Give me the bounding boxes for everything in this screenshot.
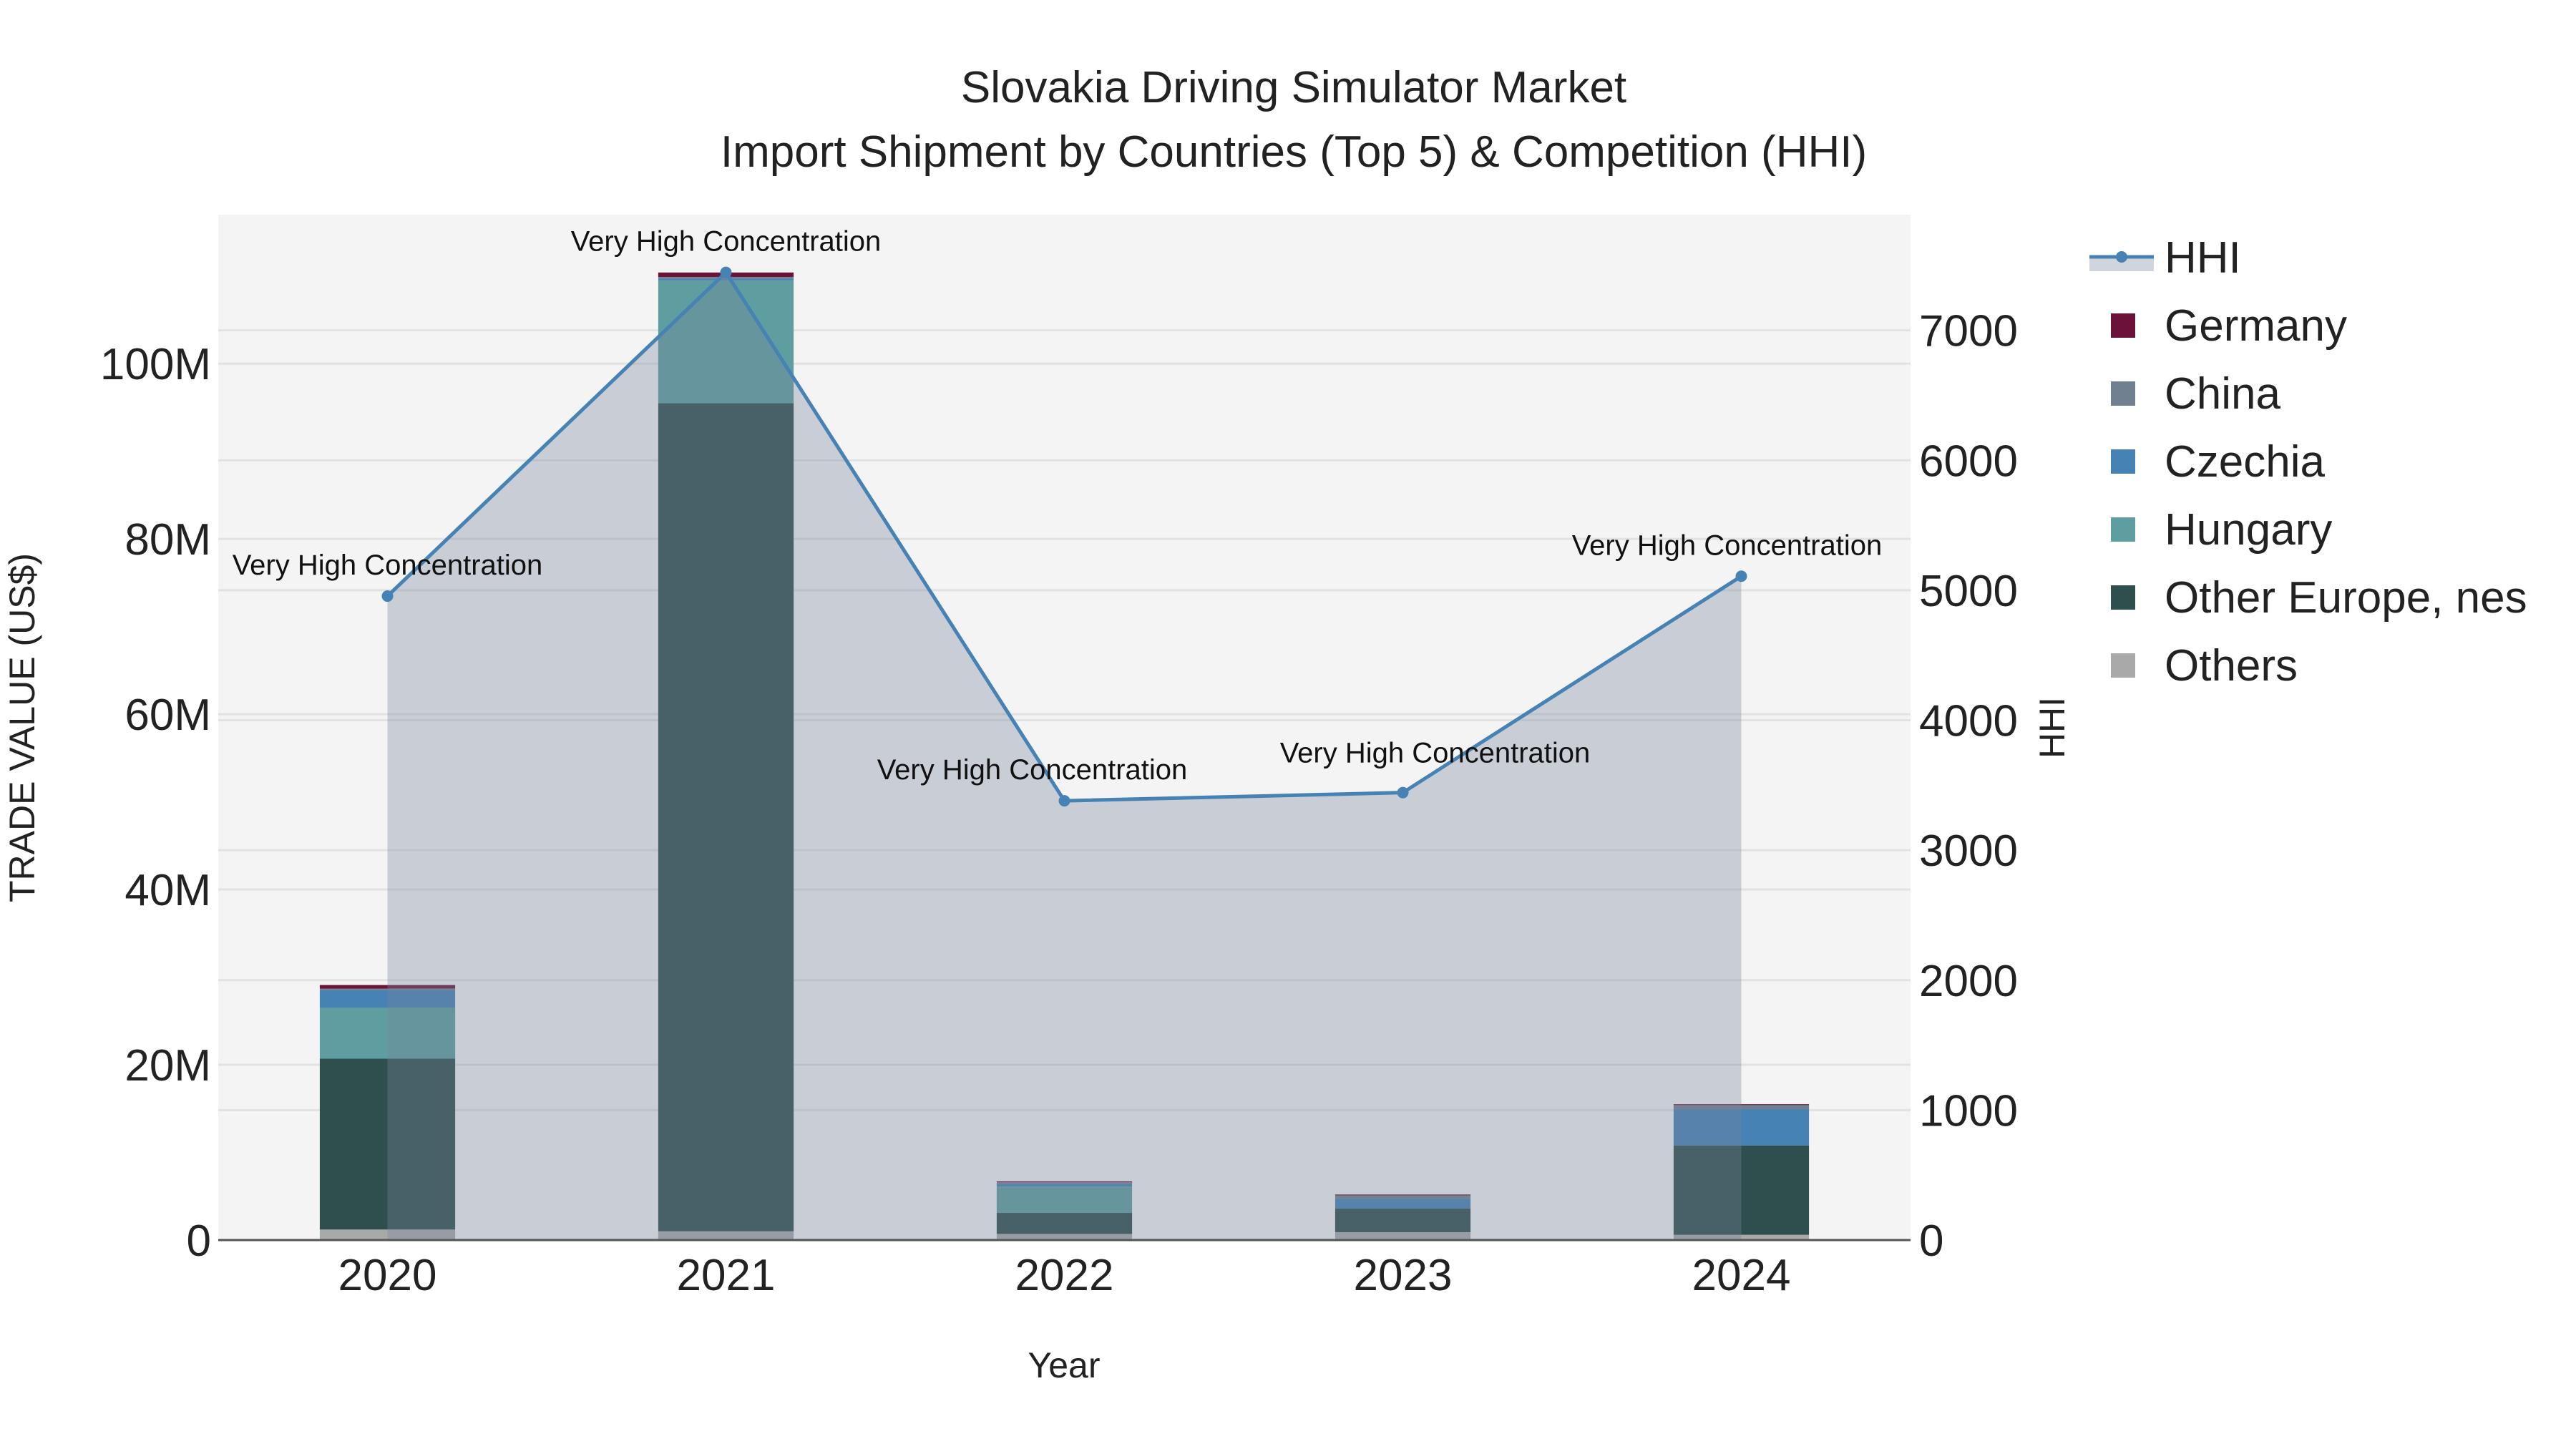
- bar-other-europe-nes: [319, 1058, 456, 1230]
- y-tick-label: 20M: [125, 1041, 211, 1091]
- hhi-annotation: Very High Concentration: [1572, 530, 1883, 561]
- bar-hungary: [319, 1008, 456, 1059]
- y2-tick-label: 4000: [1919, 697, 2018, 746]
- legend-hhi-area-swatch: [2089, 257, 2154, 271]
- legend-swatch: [2111, 381, 2135, 406]
- bar-czechia: [1673, 1109, 1810, 1146]
- bar-germany: [1673, 1104, 1810, 1106]
- chart-title: Slovakia Driving Simulator Market: [961, 63, 1626, 112]
- y-tick-label: 0: [187, 1216, 211, 1266]
- bar-other-europe-nes: [658, 403, 794, 1231]
- bar-others: [1673, 1234, 1810, 1240]
- bar-others: [658, 1231, 794, 1240]
- bar-czechia: [658, 278, 794, 280]
- legend-swatch: [2111, 653, 2135, 678]
- plot-background: [218, 215, 1911, 1240]
- axes: 0 20M 40M 60M 80M 100M 0 1000 2000 3000 4000 5000 60…: [100, 307, 2018, 1300]
- bars: [319, 272, 1810, 1240]
- legend: HHI Germany China Czechia Hungary Other Europ…: [2089, 233, 2527, 691]
- legend-swatch: [2111, 313, 2135, 338]
- chart-subtitle: Import Shipment by Countries (Top 5) & C…: [721, 127, 1867, 177]
- y-tick-label: 60M: [125, 691, 211, 740]
- bar-others: [996, 1234, 1133, 1240]
- hhi-area: [387, 272, 1742, 1241]
- legend-label: Others: [2165, 641, 2298, 691]
- hhi-point: [720, 266, 732, 278]
- bar-hungary: [996, 1186, 1133, 1214]
- legend-hhi-marker: [2116, 251, 2127, 263]
- y2-tick-label: 0: [1919, 1216, 1943, 1266]
- bar-china: [1335, 1195, 1471, 1199]
- legend-label: Germany: [2165, 301, 2347, 351]
- bar-others: [319, 1229, 456, 1240]
- hhi-series: Very High Concentration Very High Concent…: [233, 226, 1883, 1241]
- hhi-annotation: Very High Concentration: [571, 226, 882, 258]
- legend-label: Hungary: [2165, 505, 2332, 555]
- y-axis-title: TRADE VALUE (US$): [2, 553, 42, 902]
- legend-swatch: [2111, 449, 2135, 474]
- bar-other-europe-nes: [996, 1213, 1133, 1234]
- legend-label: HHI: [2165, 233, 2241, 283]
- y2-tick-label: 2000: [1919, 957, 2018, 1006]
- hhi-annotation: Very High Concentration: [233, 550, 543, 581]
- x-tick-label: 2023: [1354, 1251, 1453, 1300]
- x-tick-label: 2022: [1015, 1251, 1114, 1300]
- bar-germany: [1335, 1194, 1471, 1196]
- y-tick-label: 40M: [125, 866, 211, 915]
- hhi-point: [1058, 795, 1070, 807]
- bar-china: [319, 988, 456, 990]
- hhi-annotation: Very High Concentration: [877, 754, 1188, 786]
- bar-germany: [319, 985, 456, 989]
- bar-czechia: [319, 990, 456, 1008]
- legend-label: Other Europe, nes: [2165, 573, 2527, 623]
- legend-label: China: [2165, 369, 2281, 419]
- y-tick-label: 100M: [100, 340, 211, 389]
- hhi-point: [381, 590, 394, 602]
- y2-tick-label: 1000: [1919, 1086, 2018, 1136]
- bar-other-europe-nes: [1335, 1208, 1471, 1232]
- bar-germany: [996, 1181, 1133, 1183]
- bar-czechia: [1335, 1199, 1471, 1209]
- bar-china: [996, 1182, 1133, 1184]
- x-axis-title: Year: [1028, 1345, 1100, 1385]
- hhi-annotation: Very High Concentration: [1280, 738, 1591, 769]
- legend-swatch: [2111, 585, 2135, 610]
- bar-czechia: [996, 1184, 1133, 1187]
- bar-other-europe-nes: [1673, 1145, 1810, 1235]
- bar-others: [1335, 1231, 1471, 1240]
- bar-china: [1673, 1105, 1810, 1110]
- x-tick-label: 2024: [1692, 1251, 1791, 1300]
- legend-label: Czechia: [2165, 437, 2326, 487]
- x-tick-label: 2021: [677, 1251, 776, 1300]
- x-tick-label: 2020: [338, 1251, 437, 1300]
- y2-tick-label: 5000: [1919, 567, 2018, 616]
- legend-swatch: [2111, 517, 2135, 542]
- y-tick-label: 80M: [125, 515, 211, 565]
- y2-axis-title: HHI: [2032, 697, 2072, 758]
- hhi-point: [1397, 786, 1409, 799]
- y2-tick-label: 3000: [1919, 826, 2018, 876]
- grid: [218, 329, 1911, 1111]
- y2-tick-label: 6000: [1919, 436, 2018, 486]
- hhi-point: [1735, 570, 1747, 582]
- y2-tick-label: 7000: [1919, 307, 2018, 356]
